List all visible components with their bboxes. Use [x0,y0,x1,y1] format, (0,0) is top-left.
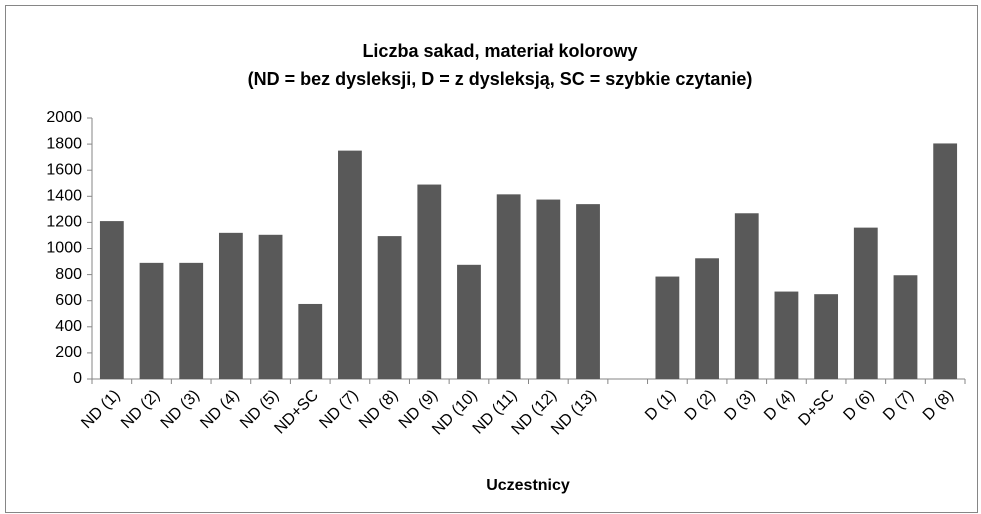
bar [179,262,204,379]
bar [536,199,561,379]
y-tick-label: 1400 [46,188,82,205]
bar [218,232,243,379]
y-tick-label: 800 [55,266,82,283]
bar [139,262,164,379]
chart-title: Liczba sakad, materiał kolorowy [362,41,637,61]
bar [417,184,442,379]
y-tick-label: 0 [73,370,82,387]
bar [933,143,958,379]
bar [99,221,124,379]
bar [734,213,759,379]
bar [576,204,600,379]
y-tick-label: 1800 [46,135,82,152]
bar [774,291,799,379]
bar [814,294,839,379]
y-tick-label: 400 [55,318,82,335]
y-tick-label: 1000 [46,240,82,257]
bar [496,194,521,379]
bar [298,303,323,379]
bar [695,258,719,379]
bar [457,264,481,379]
chart-subtitle: (ND = bez dysleksji, D = z dysleksją, SC… [248,69,753,89]
chart-border [5,5,978,513]
bar [655,276,680,379]
bar [258,234,283,379]
y-tick-label: 2000 [46,109,82,126]
bar [853,227,878,379]
y-tick-label: 200 [55,344,82,361]
bar [338,150,362,379]
y-tick-label: 1600 [46,161,82,178]
y-tick-label: 600 [55,292,82,309]
x-axis-title: Uczestnicy [486,477,570,494]
y-tick-label: 1200 [46,214,82,231]
bar [893,275,918,379]
bar [377,236,402,379]
